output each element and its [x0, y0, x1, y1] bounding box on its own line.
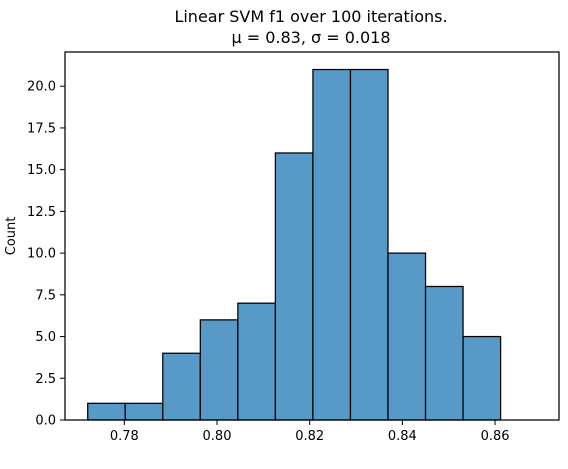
histogram-bar: [388, 253, 426, 420]
histogram-bar: [313, 70, 351, 420]
chart-title-line2: μ = 0.83, σ = 0.018: [231, 28, 390, 47]
chart-title-line1: Linear SVM f1 over 100 iterations.: [174, 7, 447, 26]
histogram-bar: [350, 70, 388, 420]
y-tick-label: 0.0: [35, 414, 56, 429]
y-tick-label: 2.5: [35, 372, 56, 387]
histogram-bar: [163, 353, 201, 420]
x-tick-label: 0.84: [388, 429, 417, 444]
y-tick-label: 15.0: [27, 163, 56, 178]
histogram-bar: [463, 337, 501, 420]
x-axis-ticks: 0.78 0.80 0.82 0.84 0.86: [110, 420, 510, 444]
y-axis-label: Count: [4, 217, 19, 256]
x-tick-label: 0.80: [203, 429, 232, 444]
y-tick-label: 20.0: [27, 80, 56, 95]
y-tick-label: 5.0: [35, 330, 56, 345]
histogram-bar: [426, 286, 464, 420]
x-tick-label: 0.86: [481, 429, 510, 444]
y-axis-ticks: 0.0 2.5 5.0 7.5 10.0 12.5 15.0 17.5 20.0: [27, 80, 65, 429]
x-tick-label: 0.82: [295, 429, 324, 444]
histogram-bar: [238, 303, 276, 420]
histogram-bar: [125, 403, 163, 420]
histogram-bar: [88, 403, 126, 420]
y-tick-label: 10.0: [27, 247, 56, 262]
y-tick-label: 12.5: [27, 205, 56, 220]
x-tick-label: 0.78: [110, 429, 139, 444]
histogram-bars: [88, 70, 501, 420]
y-tick-label: 17.5: [27, 121, 56, 136]
histogram-bar: [275, 153, 313, 420]
histogram-bar: [200, 320, 238, 420]
y-tick-label: 7.5: [35, 288, 56, 303]
